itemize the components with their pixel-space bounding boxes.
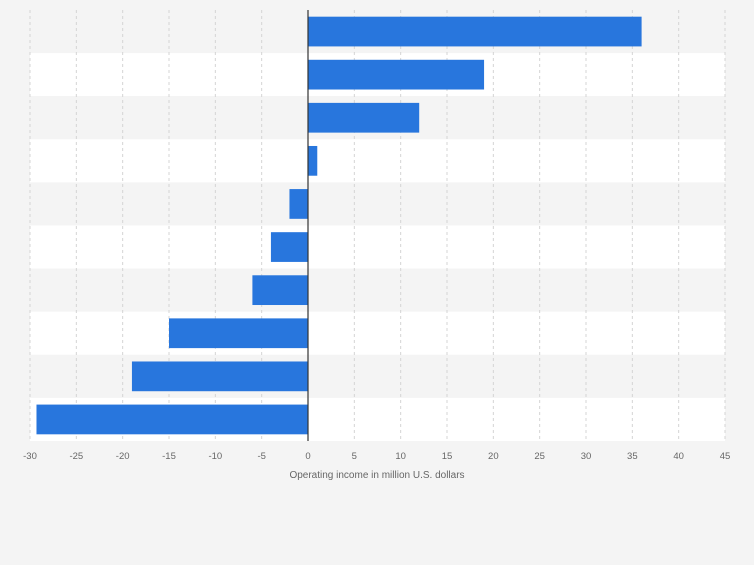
- x-axis-label: Operating income in million U.S. dollars: [289, 470, 464, 481]
- x-tick-label: -20: [116, 451, 130, 462]
- bar: [36, 404, 309, 435]
- x-tick-label: -30: [23, 451, 37, 462]
- x-tick-label: 35: [627, 451, 638, 462]
- x-tick-labels: -30 -25 -20 -15 -10 -5 0 5 10 15 20 25 30 35 40 45: [23, 451, 730, 462]
- bar: [270, 232, 308, 262]
- x-tick-label: -10: [208, 451, 222, 462]
- bar: [131, 361, 308, 392]
- row-band: [30, 311, 725, 355]
- x-tick-label: 10: [395, 451, 406, 462]
- bar: [308, 16, 642, 47]
- x-tick-label: 45: [720, 451, 731, 462]
- x-tick-label: -15: [162, 451, 176, 462]
- x-tick-label: 40: [673, 451, 684, 462]
- bar: [308, 102, 420, 133]
- bars: [36, 16, 642, 435]
- x-tick-label: -25: [69, 451, 83, 462]
- row-band: [30, 182, 725, 226]
- row-band: [30, 225, 725, 269]
- x-tick-label: 0: [305, 451, 310, 462]
- bar: [308, 145, 318, 176]
- x-tick-label: 15: [442, 451, 453, 462]
- row-band: [30, 139, 725, 183]
- x-tick-label: 30: [581, 451, 592, 462]
- x-tick-label: -5: [257, 451, 265, 462]
- bar: [169, 318, 308, 349]
- x-tick-label: 25: [534, 451, 545, 462]
- x-tick-label: 5: [352, 451, 357, 462]
- bar: [289, 189, 308, 219]
- bar: [252, 275, 308, 306]
- bar: [308, 59, 485, 90]
- x-tick-label: 20: [488, 451, 499, 462]
- row-band: [30, 268, 725, 312]
